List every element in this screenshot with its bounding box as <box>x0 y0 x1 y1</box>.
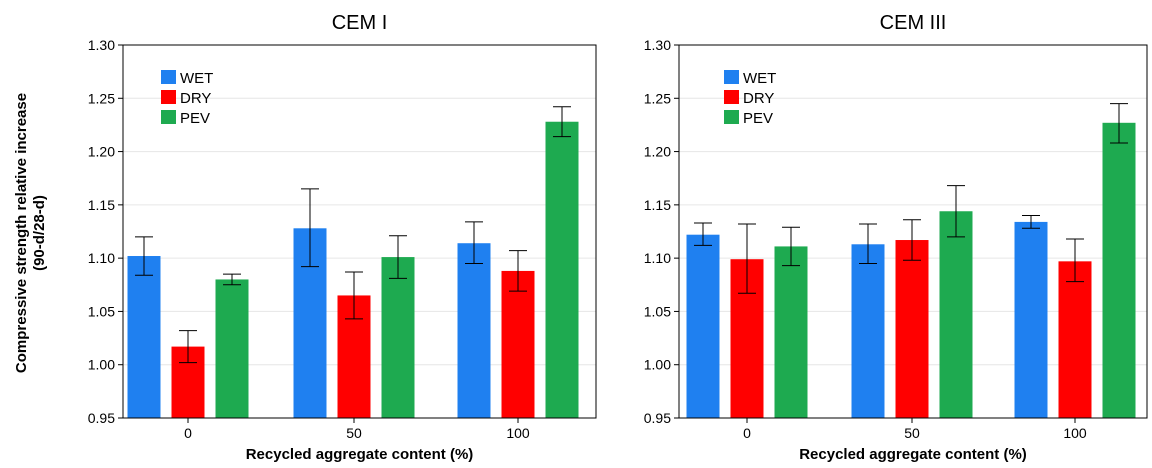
x-tick-label: 0 <box>743 425 751 441</box>
legend-swatch-pev <box>161 110 176 124</box>
bar-pev-100 <box>545 121 579 418</box>
chart-panel-1: 0.95 1.00 1.05 1.10 1.15 1.20 1.25 1.30 0 50 100 CE… <box>88 12 597 463</box>
legend-swatch-dry <box>724 90 739 104</box>
x-tick-label: 50 <box>904 425 920 441</box>
x-tick-label: 100 <box>506 425 530 441</box>
bar-wet-0 <box>686 234 720 418</box>
y-tick-label: 1.25 <box>88 90 115 106</box>
y-tick-label: 1.10 <box>88 250 115 266</box>
y-tick-label: 1.20 <box>644 144 671 160</box>
bar-pev-50 <box>381 257 415 418</box>
bar-wet-100 <box>1014 221 1048 418</box>
y-tick-label: 1.30 <box>644 37 671 53</box>
legend-label-wet: WET <box>180 70 213 87</box>
legend-swatch-pev <box>724 110 739 124</box>
x-axis-label: Recycled aggregate content (%) <box>799 446 1027 463</box>
legend-label-wet: WET <box>743 70 776 87</box>
bar-dry-100 <box>501 270 535 418</box>
y-axis-label-line1: Compressive strength relative increase <box>13 93 30 373</box>
chart-title: CEM I <box>332 12 388 34</box>
legend-label-dry: DRY <box>180 90 211 107</box>
bar-wet-100 <box>457 243 491 418</box>
plot-frame <box>678 44 1148 419</box>
bar-pev-0 <box>215 279 249 418</box>
y-tick-label: 1.00 <box>88 357 115 373</box>
bar-pev-0 <box>774 246 808 418</box>
bar-wet-50 <box>851 244 885 418</box>
bar-pev-100 <box>1102 122 1136 418</box>
y-tick-label: 1.00 <box>644 357 671 373</box>
legend-swatch-wet <box>724 70 739 84</box>
x-tick-label: 0 <box>184 425 192 441</box>
y-axis-label-group: Compressive strength relative increase (… <box>13 93 48 373</box>
y-tick-label: 1.15 <box>88 197 115 213</box>
chart-title: CEM III <box>880 12 947 34</box>
chart-panel-2: 0.95 1.00 1.05 1.10 1.15 1.20 1.25 1.30 0 50 100 CE… <box>644 12 1148 463</box>
legend-swatch-dry <box>161 90 176 104</box>
legend-swatch-wet <box>161 70 176 84</box>
bar-wet-0 <box>127 256 161 418</box>
x-tick-label: 50 <box>346 425 362 441</box>
y-tick-label: 0.95 <box>644 410 671 426</box>
y-tick-label: 0.95 <box>88 410 115 426</box>
bar-pev-50 <box>939 211 973 418</box>
bar-dry-50 <box>895 240 929 418</box>
legend-label-dry: DRY <box>743 90 774 107</box>
y-tick-label: 1.15 <box>644 197 671 213</box>
x-tick-label: 100 <box>1063 425 1087 441</box>
y-tick-label: 1.10 <box>644 250 671 266</box>
y-tick-label: 1.20 <box>88 144 115 160</box>
legend-label-pev: PEV <box>180 110 210 127</box>
y-tick-label: 1.25 <box>644 90 671 106</box>
y-tick-label: 1.30 <box>88 37 115 53</box>
bar-dry-100 <box>1058 261 1092 418</box>
legend-label-pev: PEV <box>743 110 773 127</box>
legend: WET DRY PEV <box>161 70 213 127</box>
plot-frame <box>122 44 597 419</box>
x-axis-label: Recycled aggregate content (%) <box>246 446 474 463</box>
y-tick-label: 1.05 <box>644 303 671 319</box>
y-axis-label-line2: (90-d/28-d) <box>31 195 48 271</box>
y-tick-label: 1.05 <box>88 303 115 319</box>
legend: WET DRY PEV <box>724 70 776 127</box>
